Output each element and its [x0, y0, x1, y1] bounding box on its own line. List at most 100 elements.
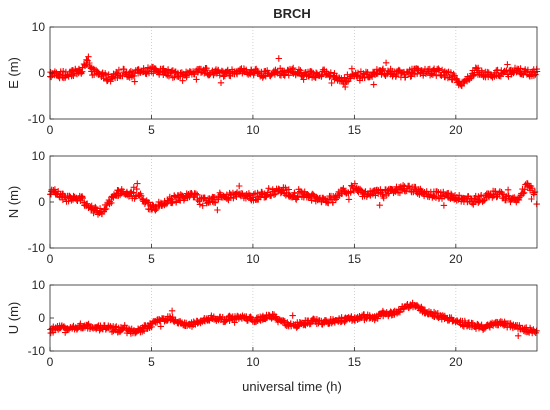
data-point: [341, 318, 348, 326]
data-point: [102, 72, 110, 79]
data-point: [256, 192, 263, 200]
data-point: [447, 190, 455, 197]
data-point: [475, 199, 482, 206]
data-point: [65, 198, 72, 205]
data-point: [273, 315, 280, 322]
data-point: [533, 327, 540, 334]
data-point: [406, 182, 413, 190]
data-point: [201, 194, 208, 202]
y-axis-label: N (m): [6, 186, 21, 219]
data-point: [530, 72, 538, 79]
data-point: [85, 53, 92, 60]
data-point: [134, 180, 141, 187]
x-tick-label: 0: [47, 252, 54, 266]
data-point: [345, 196, 353, 203]
data-point: [60, 68, 67, 75]
x-tick-label: 15: [348, 252, 362, 266]
data-point: [419, 190, 427, 197]
data-point: [504, 186, 512, 193]
data-point: [340, 185, 347, 192]
y-tick-label: -10: [28, 344, 46, 358]
data-point: [289, 312, 296, 319]
data-point: [272, 190, 279, 198]
data-point: [437, 71, 444, 78]
data-point: [494, 193, 501, 200]
x-tick-label: 20: [449, 123, 463, 137]
data-point: [203, 65, 210, 72]
data-point: [77, 69, 85, 76]
data-point: [168, 199, 176, 207]
data-point: [348, 65, 356, 72]
data-point: [463, 323, 471, 330]
chart-title: BRCH: [273, 6, 311, 21]
data-point: [86, 59, 93, 67]
data-point: [515, 332, 522, 339]
data-point: [308, 68, 315, 75]
data-point: [199, 202, 206, 209]
data-point: [300, 76, 307, 83]
data-point: [145, 199, 153, 206]
x-tick-label: 15: [348, 123, 362, 137]
x-tick-label: 5: [148, 123, 155, 137]
data-point: [380, 194, 387, 202]
data-point: [148, 323, 155, 331]
x-tick-label: 15: [348, 355, 362, 369]
data-point: [342, 83, 349, 91]
data-point: [504, 61, 511, 68]
data-point: [357, 186, 364, 193]
data-point: [212, 199, 219, 206]
data-point: [217, 79, 225, 86]
data-point: [447, 69, 455, 76]
data-point: [285, 72, 292, 79]
data-point: [81, 62, 89, 69]
data-point: [370, 81, 377, 88]
data-point: [196, 201, 204, 208]
series-points-east: [47, 53, 541, 91]
data-point: [433, 188, 441, 195]
data-point: [429, 66, 437, 74]
data-point: [329, 199, 337, 206]
y-tick-label: -10: [28, 241, 46, 255]
data-point: [193, 76, 200, 83]
data-point: [92, 66, 100, 74]
data-point: [92, 203, 99, 211]
data-point: [445, 190, 452, 197]
y-tick-label: 0: [38, 195, 45, 209]
data-point: [290, 64, 297, 72]
data-point: [478, 67, 485, 74]
data-point: [520, 189, 528, 196]
data-point: [528, 195, 535, 203]
data-point: [431, 193, 438, 200]
data-point: [396, 309, 404, 316]
x-tick-label: 10: [246, 252, 260, 266]
data-point: [233, 70, 241, 78]
y-tick-label: -10: [28, 112, 46, 126]
data-point: [354, 69, 362, 76]
data-point: [173, 198, 180, 205]
data-point: [131, 78, 138, 85]
data-point: [51, 186, 59, 193]
data-point: [297, 67, 304, 74]
data-point: [133, 185, 140, 193]
data-point: [374, 315, 381, 322]
y-tick-label: 0: [38, 311, 45, 325]
data-point: [328, 79, 335, 87]
data-point: [65, 73, 72, 80]
data-point: [192, 190, 199, 197]
x-tick-label: 5: [148, 355, 155, 369]
data-point: [168, 307, 176, 314]
data-point: [88, 206, 95, 213]
data-point: [236, 182, 243, 190]
data-point: [301, 69, 309, 76]
data-point: [104, 77, 111, 84]
data-point: [115, 66, 123, 74]
data-point: [528, 185, 536, 192]
series-points-up: [47, 299, 540, 339]
data-point: [402, 74, 409, 81]
data-point: [275, 55, 282, 62]
data-point: [264, 189, 271, 196]
x-tick-label: 5: [148, 252, 155, 266]
data-point: [451, 72, 458, 79]
